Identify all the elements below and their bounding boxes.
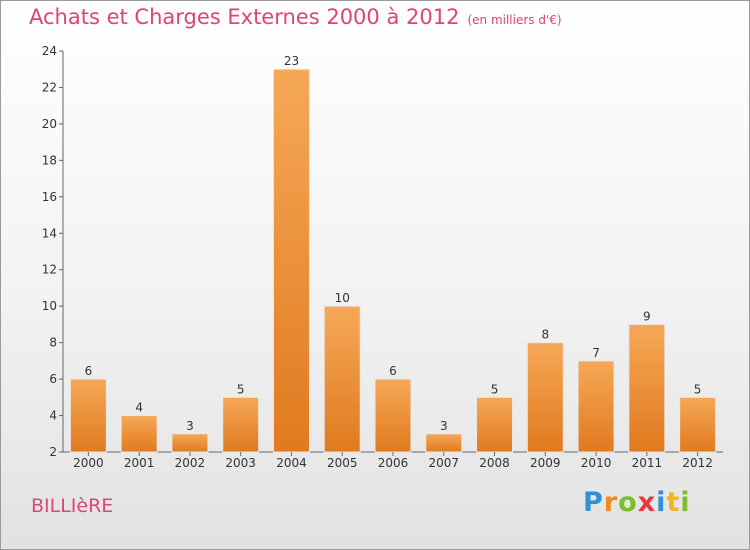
x-tick-label: 2007 (428, 456, 459, 470)
bar (69, 378, 107, 453)
x-tick-label: 2003 (225, 456, 256, 470)
x-tick-label: 2008 (479, 456, 510, 470)
bar-value-label: 7 (592, 346, 600, 360)
bar-value-label: 23 (284, 54, 299, 68)
x-tick-label: 2006 (378, 456, 409, 470)
city-name: BILLIèRE (31, 495, 114, 517)
x-tick-label: 2004 (276, 456, 307, 470)
y-tick-label: 8 (49, 336, 57, 350)
bar-value-label: 5 (694, 382, 702, 396)
x-tick-label: 2000 (73, 456, 104, 470)
bar-value-label: 9 (643, 309, 651, 323)
bar-value-label: 8 (541, 328, 549, 342)
bar (526, 342, 564, 453)
bar (679, 396, 717, 453)
chart-title: Achats et Charges Externes 2000 à 2012 (e… (29, 5, 562, 29)
x-tick-label: 2012 (682, 456, 713, 470)
y-tick-label: 4 (49, 409, 57, 423)
bar (120, 415, 158, 453)
y-tick-label: 12 (42, 263, 57, 277)
chart-title-text: Achats et Charges Externes 2000 à 2012 (29, 5, 460, 29)
bar (628, 323, 666, 453)
x-tick-label: 2001 (124, 456, 155, 470)
bar (222, 396, 260, 453)
y-tick-label: 2 (49, 445, 57, 459)
bar-value-label: 3 (186, 419, 194, 433)
y-tick-label: 22 (42, 80, 57, 94)
proxiti-logo[interactable]: Proxiti (583, 487, 691, 518)
bar (425, 433, 463, 453)
y-tick-label: 6 (49, 372, 57, 386)
x-tick-label: 2002 (175, 456, 206, 470)
bar (476, 396, 514, 453)
y-tick-label: 18 (42, 153, 57, 167)
bar-value-label: 6 (85, 364, 93, 378)
bar (374, 378, 412, 453)
bar (171, 433, 209, 453)
y-tick-label: 14 (42, 226, 57, 240)
bar-value-label: 4 (135, 401, 143, 415)
bar-value-label: 3 (440, 419, 448, 433)
bar-value-label: 5 (491, 382, 499, 396)
y-tick-label: 20 (42, 117, 57, 131)
x-tick-label: 2010 (581, 456, 612, 470)
y-tick-label: 16 (42, 190, 57, 204)
bar (323, 305, 361, 453)
y-tick-label: 10 (42, 299, 57, 313)
x-tick-label: 2009 (530, 456, 561, 470)
x-tick-label: 2011 (632, 456, 663, 470)
bar (577, 360, 615, 453)
bar-value-label: 10 (335, 291, 350, 305)
bar-value-label: 5 (237, 382, 245, 396)
chart-subtitle: (en milliers d'€) (467, 13, 562, 27)
y-tick-label: 24 (42, 44, 57, 58)
bar-value-label: 6 (389, 364, 397, 378)
bar (272, 68, 310, 453)
x-tick-label: 2005 (327, 456, 358, 470)
